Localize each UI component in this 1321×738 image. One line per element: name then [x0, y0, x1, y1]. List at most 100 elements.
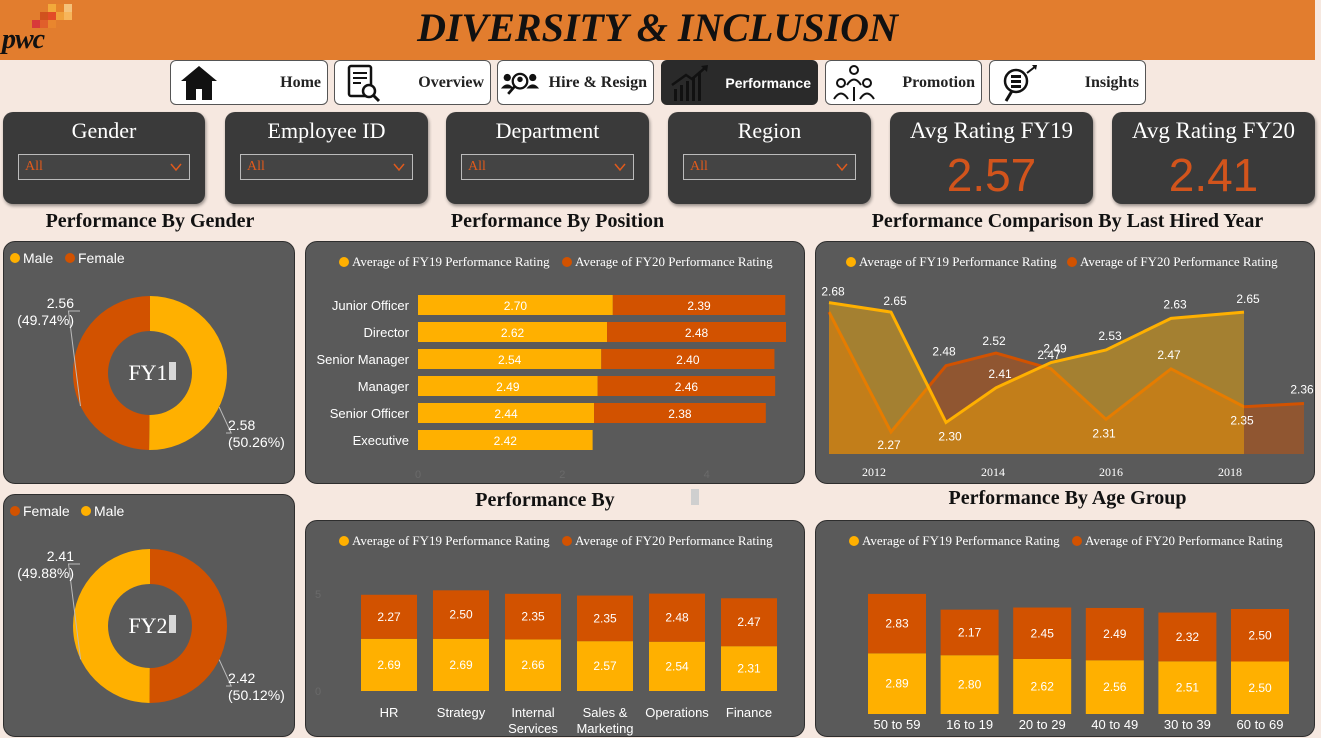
- department-bar-fy20: [721, 598, 777, 647]
- nav-promotion-button[interactable]: Promotion: [825, 60, 982, 105]
- donut-center-marker: [169, 615, 176, 633]
- chevron-down-icon: [393, 163, 405, 172]
- age-bar-fy20: [1085, 607, 1144, 661]
- dropdown-value: All: [468, 159, 486, 174]
- dropdown-value: All: [247, 159, 265, 174]
- age-category-label: 20 to 29: [1019, 717, 1066, 732]
- position-bar-fy20-label: 2.39: [687, 299, 711, 313]
- bar-growth-icon: [671, 64, 708, 101]
- fy20-data-label: 2.27: [877, 438, 901, 452]
- department-bar-fy20-label: 2.35: [593, 611, 617, 625]
- fy20-data-label: 2.47: [1037, 348, 1061, 362]
- department-category-label: Services: [508, 721, 558, 736]
- donut-value-label: 2.42: [228, 670, 255, 686]
- department-dropdown[interactable]: All: [461, 154, 634, 180]
- department-bar-fy19: [649, 641, 705, 691]
- donut-center-label: FY2: [128, 613, 167, 638]
- position-bar-fy19: [418, 349, 602, 369]
- legend-marker: [10, 253, 20, 263]
- fy20-data-label: 2.35: [1230, 414, 1254, 428]
- position-bar-fy20: [597, 376, 776, 396]
- position-bar-chart: Average of FY19 Performance Rating Averag…: [317, 254, 786, 481]
- department-category-label: Strategy: [437, 705, 486, 720]
- position-bar-fy20: [607, 322, 786, 342]
- department-bar-fy19-label: 2.69: [377, 658, 401, 672]
- logo-text: pwc: [2, 24, 45, 55]
- legend-marker: [1072, 536, 1082, 546]
- year-x-tick: 2018: [1218, 465, 1242, 479]
- donut-value-label: 2.56: [47, 295, 74, 311]
- age-bar-fy19: [1231, 661, 1289, 714]
- position-bar-fy19: [418, 430, 593, 450]
- age-bar-fy19-label: 2.89: [885, 677, 909, 691]
- age-bar-fy19-label: 2.62: [1031, 679, 1055, 693]
- donut-slice: [149, 296, 227, 450]
- donut-slice: [149, 549, 228, 703]
- position-bar-fy19: [418, 322, 608, 342]
- department-category-label: Finance: [726, 705, 772, 720]
- employee-id-slicer: Employee ID All: [225, 112, 428, 204]
- position-bar-fy19: [418, 295, 613, 315]
- kpi-card-fy20: Avg Rating FY20 2.41: [1112, 112, 1315, 204]
- position-bar-fy19: [418, 376, 598, 396]
- position-bar-fy19-label: 2.54: [498, 353, 522, 367]
- fy20-data-label: 2.48: [932, 345, 956, 359]
- position-category-label: Executive: [353, 433, 409, 448]
- year-x-tick: 2012: [862, 465, 886, 479]
- dropdown-value: All: [690, 159, 708, 174]
- department-bar-fy19-label: 2.57: [593, 659, 617, 673]
- section-title-position: Performance By Position: [450, 210, 665, 232]
- age-bar-fy19-label: 2.50: [1248, 681, 1272, 695]
- age-bar-fy19: [1158, 661, 1217, 714]
- position-category-label: Junior Officer: [332, 298, 410, 313]
- gender-dropdown[interactable]: All: [18, 154, 190, 180]
- age-bar-fy20-label: 2.32: [1176, 630, 1200, 644]
- region-dropdown[interactable]: All: [683, 154, 856, 180]
- department-bar-fy20: [577, 595, 633, 642]
- legend-label: Female: [23, 503, 70, 519]
- donut-pct-label: (50.26%): [228, 434, 285, 450]
- chevron-down-icon: [170, 163, 182, 172]
- position-bar-fy19-label: 2.42: [494, 434, 518, 448]
- legend-label: Male: [23, 250, 54, 266]
- position-bar-fy20-label: 2.38: [668, 407, 692, 421]
- age-bar-fy19: [868, 653, 926, 714]
- gender-fy19-donut-chart: Male Female 2.58(50.26%) 2.56(49.74%) FY1: [10, 250, 285, 450]
- hired-year-chart-panel: Average of FY19 Performance Rating Averag…: [815, 241, 1315, 484]
- department-bar-fy20: [505, 593, 561, 640]
- age-bar-fy19-label: 2.80: [958, 678, 982, 692]
- position-category-label: Manager: [358, 379, 410, 394]
- legend-marker: [339, 536, 349, 546]
- donut-center-marker: [169, 362, 176, 380]
- nav-overview-button[interactable]: Overview: [334, 60, 491, 105]
- donut-slice: [73, 549, 150, 703]
- department-category-label: Operations: [645, 705, 709, 720]
- fy19-data-label: 2.65: [883, 294, 907, 308]
- age-category-label: 60 to 69: [1237, 717, 1284, 732]
- section-title-hired-year: Performance Comparison By Last Hired Yea…: [871, 210, 1264, 232]
- slicer-title: Region: [737, 118, 802, 143]
- age-bar-fy20: [868, 593, 926, 654]
- position-bar-fy20-label: 2.48: [685, 326, 709, 340]
- fy19-data-label: 2.53: [1098, 329, 1122, 343]
- nav-promotion-label: Promotion: [902, 73, 975, 91]
- section-title-age: Performance By Age Group: [948, 487, 1187, 509]
- hired-year-area-chart: Average of FY19 Performance Rating Averag…: [821, 254, 1314, 479]
- department-bar-fy19-label: 2.69: [449, 658, 473, 672]
- legend-marker: [849, 536, 859, 546]
- department-bar-fy20: [649, 593, 705, 642]
- age-group-bar-chart: Average of FY19 Performance Rating Averag…: [849, 533, 1289, 732]
- gender-fy20-donut-panel: Female Male 2.42 (50.12%) 2.41 (49.88%) FY2: [3, 494, 295, 737]
- kpi-value: 2.41: [1168, 149, 1259, 201]
- section-title-gender: Performance By Gender: [45, 210, 255, 232]
- nav-insights-button[interactable]: Insights: [989, 60, 1146, 105]
- department-category-label: HR: [380, 705, 399, 720]
- legend-label: Average of FY20 Performance Rating: [1080, 254, 1278, 269]
- nav-hire-resign-button[interactable]: Hire & Resign: [497, 60, 654, 105]
- nav-home-button[interactable]: Home: [170, 60, 328, 105]
- employee-id-dropdown[interactable]: All: [240, 154, 413, 180]
- fy20-data-label: 2.47: [1157, 348, 1181, 362]
- nav-performance-button[interactable]: Performance: [661, 60, 818, 105]
- age-category-label: 40 to 49: [1091, 717, 1138, 732]
- donut-pct-label: (49.74%): [17, 312, 74, 328]
